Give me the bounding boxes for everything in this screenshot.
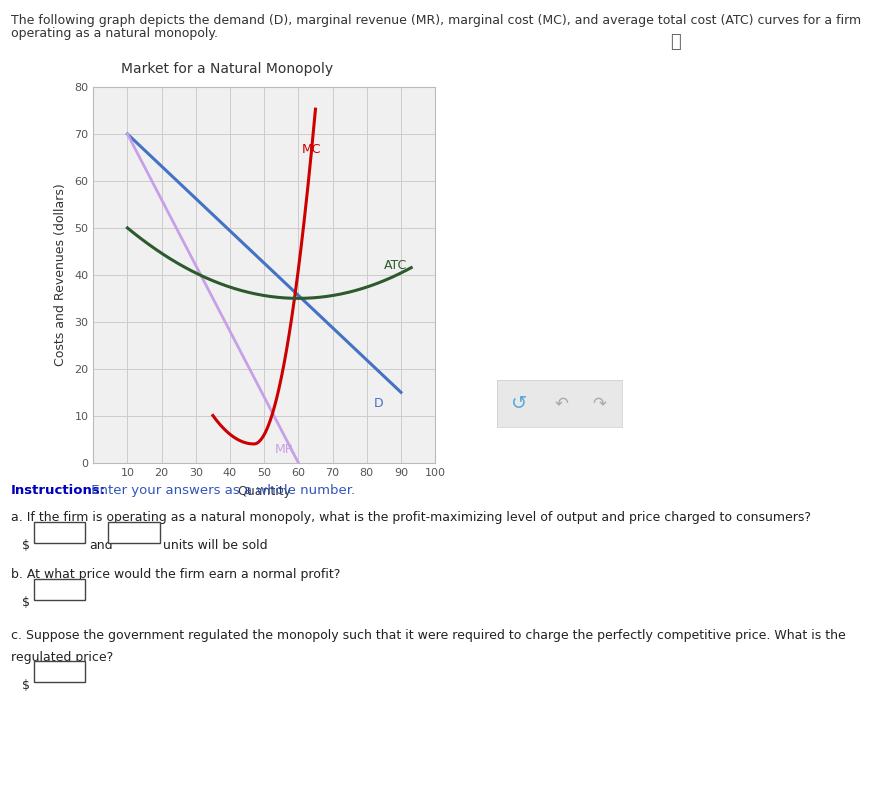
Text: b. At what price would the firm earn a normal profit?: b. At what price would the firm earn a n… (11, 568, 340, 581)
Text: regulated price?: regulated price? (11, 651, 113, 664)
Text: and: and (89, 539, 113, 552)
Text: Market for a Natural Monopoly: Market for a Natural Monopoly (121, 62, 333, 76)
Text: a. If the firm is operating as a natural monopoly, what is the profit-maximizing: a. If the firm is operating as a natural… (11, 511, 811, 524)
Text: MR: MR (274, 443, 294, 456)
Text: $: $ (22, 596, 30, 609)
Text: c. Suppose the government regulated the monopoly such that it were required to c: c. Suppose the government regulated the … (11, 629, 845, 642)
X-axis label: Quantity: Quantity (237, 485, 291, 498)
Y-axis label: Costs and Revenues (dollars): Costs and Revenues (dollars) (54, 184, 67, 366)
Text: ↷: ↷ (592, 395, 607, 412)
Text: units will be sold: units will be sold (163, 539, 268, 552)
Text: $: $ (22, 539, 30, 552)
Text: Enter your answers as a whole number.: Enter your answers as a whole number. (87, 484, 355, 497)
Text: ↶: ↶ (555, 395, 569, 412)
Text: operating as a natural monopoly.: operating as a natural monopoly. (11, 27, 218, 40)
Text: MC: MC (302, 143, 321, 157)
Text: Instructions:: Instructions: (11, 484, 106, 497)
Text: ATC: ATC (384, 259, 407, 272)
Text: D: D (374, 397, 384, 410)
Text: The following graph depicts the demand (D), marginal revenue (MR), marginal cost: The following graph depicts the demand (… (11, 14, 860, 27)
Text: ↺: ↺ (511, 394, 527, 413)
Text: $: $ (22, 679, 30, 691)
Text: ⓘ: ⓘ (670, 33, 681, 51)
